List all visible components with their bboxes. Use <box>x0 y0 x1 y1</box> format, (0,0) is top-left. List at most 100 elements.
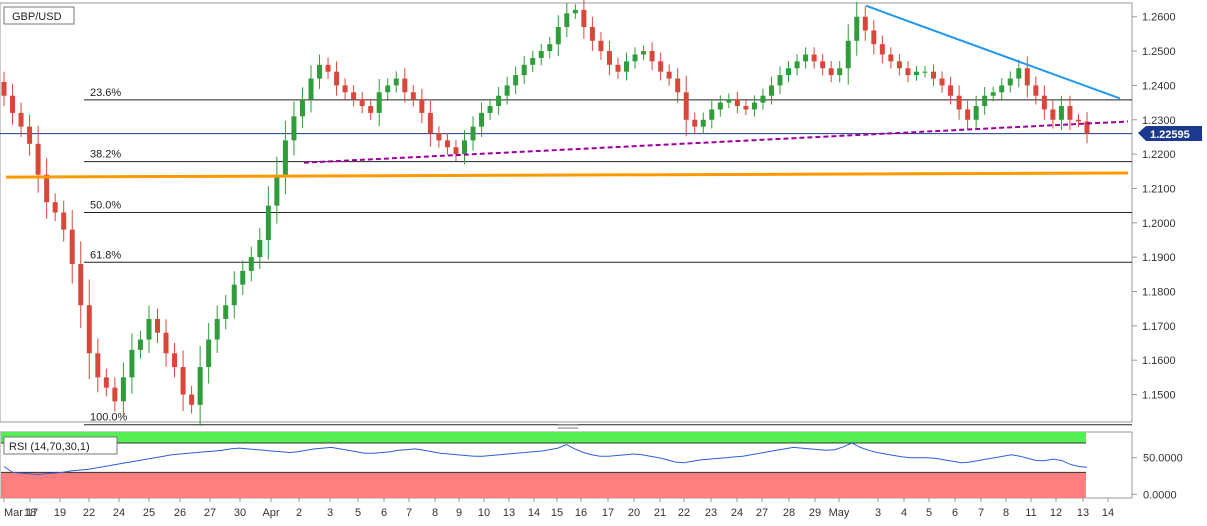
candle-body <box>692 119 698 127</box>
candle-body <box>845 40 851 69</box>
pane-resize-handle[interactable] <box>558 424 578 429</box>
last-price-tag: 1.22595 <box>1138 126 1202 141</box>
candle-body <box>1058 106 1064 120</box>
candle-body <box>751 102 757 110</box>
time-tick-label: 14 <box>1102 507 1114 519</box>
candle-body <box>658 61 664 72</box>
candle-body <box>879 44 885 55</box>
time-tick-label: Mar 17 <box>4 507 38 519</box>
candle-body <box>257 239 263 258</box>
candle-body <box>913 71 919 76</box>
price-tick-label: 1.1700 <box>1142 321 1176 333</box>
candle-body <box>206 339 212 368</box>
rsi-overbought-zone <box>1 432 1086 443</box>
candle-body <box>632 54 638 62</box>
candle-body <box>376 92 382 113</box>
candle-body <box>112 387 118 402</box>
candle-body <box>871 30 877 45</box>
candle-body <box>905 68 911 76</box>
candle-body <box>95 353 101 378</box>
time-tick-label: 21 <box>654 507 666 519</box>
candle-body <box>794 61 800 69</box>
candle-body <box>547 44 553 52</box>
candle-body <box>1067 106 1073 120</box>
candle-body <box>999 85 1005 93</box>
candle-body <box>973 106 979 120</box>
candle-body <box>1016 68 1022 79</box>
trendlines <box>5 4 1129 179</box>
candlesticks <box>1 0 1090 426</box>
fib-level-label: 23.6% <box>90 87 121 99</box>
candle-body <box>61 212 67 230</box>
symbol-box[interactable] <box>3 6 75 25</box>
candle-body <box>513 75 519 86</box>
time-tick-label: 3 <box>327 507 333 519</box>
candle-body <box>299 99 305 117</box>
candle-body <box>393 78 399 86</box>
candle-body <box>888 54 894 62</box>
time-tick-label: 4 <box>901 507 907 519</box>
time-tick-label: 19 <box>54 507 66 519</box>
time-tick-label: 8 <box>1003 507 1009 519</box>
candle-body <box>1033 85 1039 96</box>
candle-body <box>419 99 425 113</box>
rsi-label-box[interactable] <box>3 436 118 455</box>
fib-level-label: 100.0% <box>90 412 128 424</box>
price-tick-label: 1.2100 <box>1142 183 1176 195</box>
candle-body <box>589 27 595 41</box>
candle-body <box>240 270 246 285</box>
candle-body <box>504 85 510 96</box>
price-tick-label: 1.1900 <box>1142 252 1176 264</box>
candle-body <box>146 318 152 340</box>
price-tick-label: 1.1500 <box>1142 390 1176 402</box>
candle-body <box>282 140 288 175</box>
rsi-label: RSI (14,70,30,1) <box>9 441 90 453</box>
time-tick-label: 20 <box>628 507 640 519</box>
candle-body <box>410 92 416 100</box>
candle-body <box>154 318 160 333</box>
time-tick-label: 7 <box>406 507 412 519</box>
time-tick-label: 28 <box>783 507 795 519</box>
candle-body <box>18 112 24 127</box>
candle-body <box>137 339 143 350</box>
candle-body <box>649 51 655 62</box>
price-tick-label: 1.2200 <box>1142 149 1176 161</box>
candle-body <box>44 174 50 203</box>
candle-body <box>572 9 578 14</box>
candle-body <box>129 349 135 378</box>
time-tick-label: 8 <box>432 507 438 519</box>
candle-body <box>581 9 587 28</box>
candle-body <box>700 119 706 127</box>
candle-body <box>189 394 195 405</box>
price-tick-label: 1.1600 <box>1142 355 1176 367</box>
candle-body <box>223 305 229 319</box>
rsi-line <box>3 442 1088 476</box>
candle-body <box>896 61 902 69</box>
candle-body <box>803 54 809 62</box>
candle-body <box>163 332 169 354</box>
time-tick-label: 16 <box>575 507 587 519</box>
time-tick-label: 2 <box>296 507 302 519</box>
candle-body <box>496 95 502 107</box>
candle-body <box>1050 109 1056 120</box>
candle-body <box>453 147 459 155</box>
price-tick-label: 1.2500 <box>1142 46 1176 58</box>
candle-body <box>615 64 621 72</box>
time-tick-label: 7 <box>978 507 984 519</box>
candle-body <box>1 81 7 96</box>
time-tick-label: 6 <box>381 507 387 519</box>
time-tick-label: 17 <box>602 507 614 519</box>
time-tick-label: 23 <box>705 507 717 519</box>
price-tick-label: 1.2300 <box>1142 115 1176 127</box>
fibonacci-levels: 23.6% 38.2% 50.0% 61.8% 100.0% <box>84 87 1132 426</box>
candle-body <box>786 68 792 76</box>
fib-level-label: 50.0% <box>90 200 121 212</box>
candle-body <box>274 174 280 206</box>
candle-body <box>717 102 723 110</box>
time-tick-label: May <box>829 507 850 519</box>
candle-body <box>479 112 485 127</box>
candle-body <box>922 71 928 73</box>
candle-body <box>103 377 109 388</box>
time-tick-label: 27 <box>204 507 216 519</box>
